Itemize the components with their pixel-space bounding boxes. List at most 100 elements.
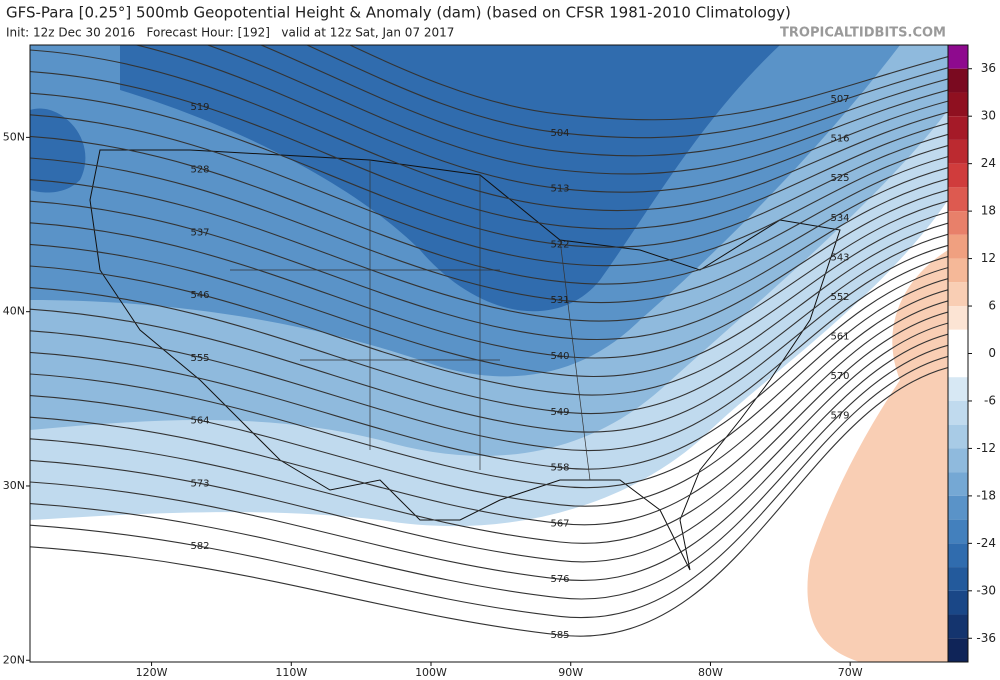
contour-line (30, 178, 948, 322)
contour-line (30, 135, 948, 285)
contour-label: 567 (550, 518, 569, 529)
colorbar-bin (948, 495, 968, 520)
contour-label: 561 (830, 331, 849, 342)
contour-label: 531 (550, 295, 569, 306)
colorbar-bin (948, 282, 968, 307)
subtitle: Init: 12z Dec 30 2016 Forecast Hour: [19… (6, 26, 454, 40)
colorbar-bin (948, 614, 968, 639)
contour-line (30, 211, 948, 377)
lat-tick-label: 20N (3, 653, 25, 666)
contour-label: 543 (830, 252, 849, 263)
contour-line (30, 244, 948, 433)
colorbar-bin (948, 472, 968, 496)
contour-line (30, 114, 948, 267)
colorbar-bin (948, 211, 968, 235)
colorbar-bin (948, 590, 968, 615)
lat-tick-label: 40N (3, 305, 25, 318)
contour-label: 585 (550, 630, 569, 641)
contour-label: 513 (550, 184, 569, 195)
contour-line (205, 45, 948, 175)
contour-line (30, 344, 948, 600)
colorbar-bin (948, 92, 968, 117)
contour-label: 564 (190, 416, 209, 427)
colorbar-tick-label: 12 (981, 251, 996, 265)
source: TROPICALTIDBITS.COM (780, 26, 946, 41)
colorbar-bin (948, 424, 968, 449)
contour-line (30, 222, 948, 396)
contour-line (30, 233, 948, 414)
lon-tick-label: 110W (275, 666, 307, 679)
colorbar-tick-label: 6 (988, 299, 996, 313)
lon-tick-label: 80W (698, 666, 723, 679)
contour-line (30, 278, 948, 489)
contour-line (30, 267, 948, 470)
contour-label: 519 (190, 102, 209, 113)
contour-label: 549 (550, 407, 569, 418)
contour-line (30, 49, 948, 211)
contour-line (30, 289, 948, 507)
contour-label: 534 (830, 213, 849, 224)
lat-tick-label: 50N (3, 130, 25, 143)
contour-line (30, 200, 948, 359)
contour-label: 579 (830, 411, 849, 422)
colorbar-bin (948, 306, 968, 330)
colorbar-bin (948, 353, 968, 378)
colorbar-tick-label: -18 (976, 488, 996, 502)
contour-line (30, 311, 948, 544)
colorbar-tick-label: 24 (981, 156, 996, 170)
contour-label: 546 (190, 290, 209, 301)
colorbar-bin (948, 139, 968, 164)
colorbar-bin (948, 258, 968, 283)
colorbar-tick-label: -36 (976, 631, 996, 645)
colorbar-bin (948, 567, 968, 591)
us-outline (89, 149, 841, 571)
contour-label: 525 (830, 173, 849, 184)
contour-label: 558 (550, 463, 569, 474)
colorbar-bin (948, 163, 968, 188)
title: GFS-Para [0.25°] 500mb Geopotential Heig… (6, 4, 791, 22)
lon-tick-label: 70W (838, 666, 863, 679)
contour-label: 537 (190, 227, 209, 238)
map: 504 507 513 516 519 522 525 528 531 534 537 540 543 5… (30, 45, 948, 662)
contour-line (134, 45, 948, 193)
colorbar-bin (948, 377, 968, 401)
lon-tick-label: 100W (415, 666, 447, 679)
colorbar-bin (948, 116, 968, 140)
contour-line (30, 189, 948, 340)
colorbar-tick-label: -6 (984, 393, 996, 407)
contour-line (259, 45, 948, 157)
contour-label: 573 (190, 478, 209, 489)
state-borders (230, 160, 591, 481)
contour-label: 528 (190, 165, 209, 176)
colorbar-bin (948, 638, 968, 662)
contour-label: 516 (830, 134, 849, 145)
contour-label: 504 (550, 128, 569, 139)
colorbar-bin (948, 329, 968, 354)
colorbar-bin (948, 543, 968, 568)
colorbar-tick-label: -30 (976, 583, 996, 597)
contour-label: 576 (550, 574, 569, 585)
contour-label: 507 (830, 94, 849, 105)
contour-line (30, 355, 948, 619)
colorbar-bin (948, 187, 968, 212)
contour-label: 555 (190, 353, 209, 364)
colorbar-bin (948, 68, 968, 93)
contour-line (30, 333, 948, 582)
colorbar-bin (948, 45, 968, 69)
contour-line (30, 366, 948, 637)
contour-label: 552 (830, 292, 849, 303)
anomaly-area (120, 45, 780, 312)
contour-line (305, 45, 948, 139)
lon-tick-label: 120W (136, 666, 168, 679)
colorbar-bin (948, 519, 968, 544)
contour-line (30, 92, 948, 248)
contour-label: 522 (550, 239, 569, 250)
contour-line (30, 157, 948, 304)
contour-line (30, 71, 948, 230)
colorbar-tick-label: -12 (976, 441, 996, 455)
contour-line (30, 255, 948, 452)
colorbar-tick-label: 0 (988, 346, 996, 360)
colorbar-tick-label: 18 (981, 204, 996, 218)
contour-label: 582 (190, 541, 209, 552)
